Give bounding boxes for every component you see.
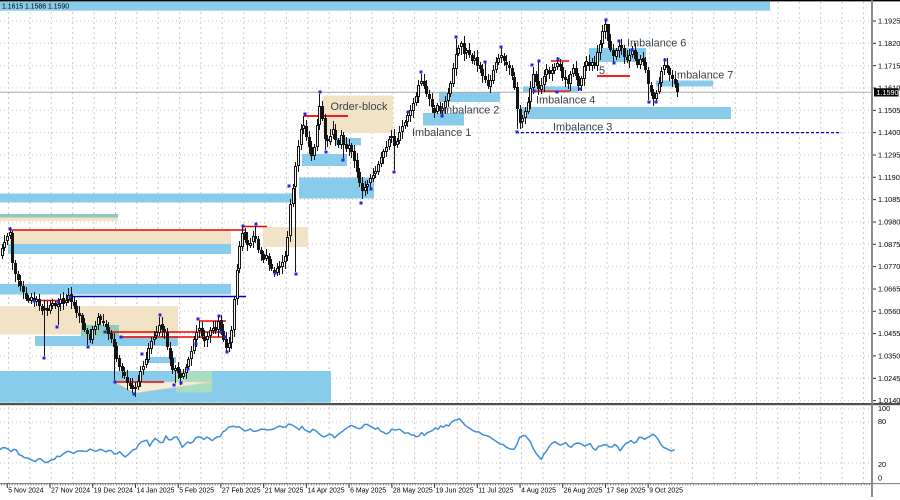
svg-text:1.0245: 1.0245	[878, 374, 900, 383]
svg-text:4 Aug 2025: 4 Aug 2025	[521, 488, 556, 495]
svg-text:5 Feb 2025: 5 Feb 2025	[179, 488, 214, 495]
svg-text:1.0770: 1.0770	[878, 262, 900, 271]
svg-text:Imbalance 4: Imbalance 4	[536, 95, 595, 107]
svg-text:6 May 2025: 6 May 2025	[350, 488, 386, 495]
svg-text:Imbalance 7: Imbalance 7	[674, 70, 733, 82]
svg-text:14 Apr 2025: 14 Apr 2025	[307, 488, 344, 495]
svg-text:Imbalance 1: Imbalance 1	[412, 127, 471, 139]
svg-text:1.1295: 1.1295	[878, 151, 900, 160]
svg-text:1.1400: 1.1400	[878, 128, 900, 137]
svg-text:1.0875: 1.0875	[878, 240, 900, 249]
svg-text:1.0560: 1.0560	[878, 307, 900, 316]
svg-text:17 Sep 2025: 17 Sep 2025	[607, 488, 646, 495]
svg-text:19 Jun 2025: 19 Jun 2025	[436, 488, 474, 495]
svg-text:Imbalance 2: Imbalance 2	[440, 105, 499, 117]
svg-text:20: 20	[878, 460, 886, 469]
svg-text:1.0455: 1.0455	[878, 329, 900, 338]
svg-text:5: 5	[599, 65, 605, 77]
svg-text:1.1610: 1.1610	[878, 84, 900, 93]
svg-text:9 Oct 2025: 9 Oct 2025	[649, 488, 683, 495]
svg-text:Imbalance 3: Imbalance 3	[553, 122, 612, 134]
svg-text:1.1190: 1.1190	[878, 173, 900, 182]
svg-text:1.0980: 1.0980	[878, 218, 900, 227]
svg-text:1.1615 1.1586 1.1590: 1.1615 1.1586 1.1590	[2, 4, 69, 11]
svg-text:11 Jul 2025: 11 Jul 2025	[478, 488, 513, 495]
svg-text:1.1715: 1.1715	[878, 61, 900, 70]
svg-text:Order-block: Order-block	[331, 101, 388, 113]
svg-text:1.1085: 1.1085	[878, 195, 900, 204]
svg-text:26 Aug 2025: 26 Aug 2025	[564, 488, 603, 495]
svg-text:14 Jan 2025: 14 Jan 2025	[137, 488, 175, 495]
svg-text:1.0665: 1.0665	[878, 285, 900, 294]
svg-text:1.1925: 1.1925	[878, 17, 900, 26]
svg-text:0: 0	[878, 474, 882, 483]
svg-text:21 Mar 2025: 21 Mar 2025	[265, 488, 304, 495]
svg-text:19 Dec 2024: 19 Dec 2024	[94, 488, 133, 495]
svg-text:28 May 2025: 28 May 2025	[393, 488, 433, 495]
svg-text:1.0140: 1.0140	[878, 396, 900, 405]
svg-text:27 Nov 2024: 27 Nov 2024	[51, 488, 90, 495]
svg-text:Imbalance 6: Imbalance 6	[627, 38, 686, 50]
svg-text:27 Feb 2025: 27 Feb 2025	[222, 488, 261, 495]
svg-text:1.0350: 1.0350	[878, 352, 900, 361]
svg-text:100: 100	[878, 404, 890, 413]
svg-text:1.1820: 1.1820	[878, 39, 900, 48]
svg-text:1.1505: 1.1505	[878, 106, 900, 115]
svg-text:80: 80	[878, 417, 886, 426]
svg-text:5 Nov 2024: 5 Nov 2024	[8, 488, 43, 495]
svg-text:1.1590: 1.1590	[877, 88, 899, 97]
